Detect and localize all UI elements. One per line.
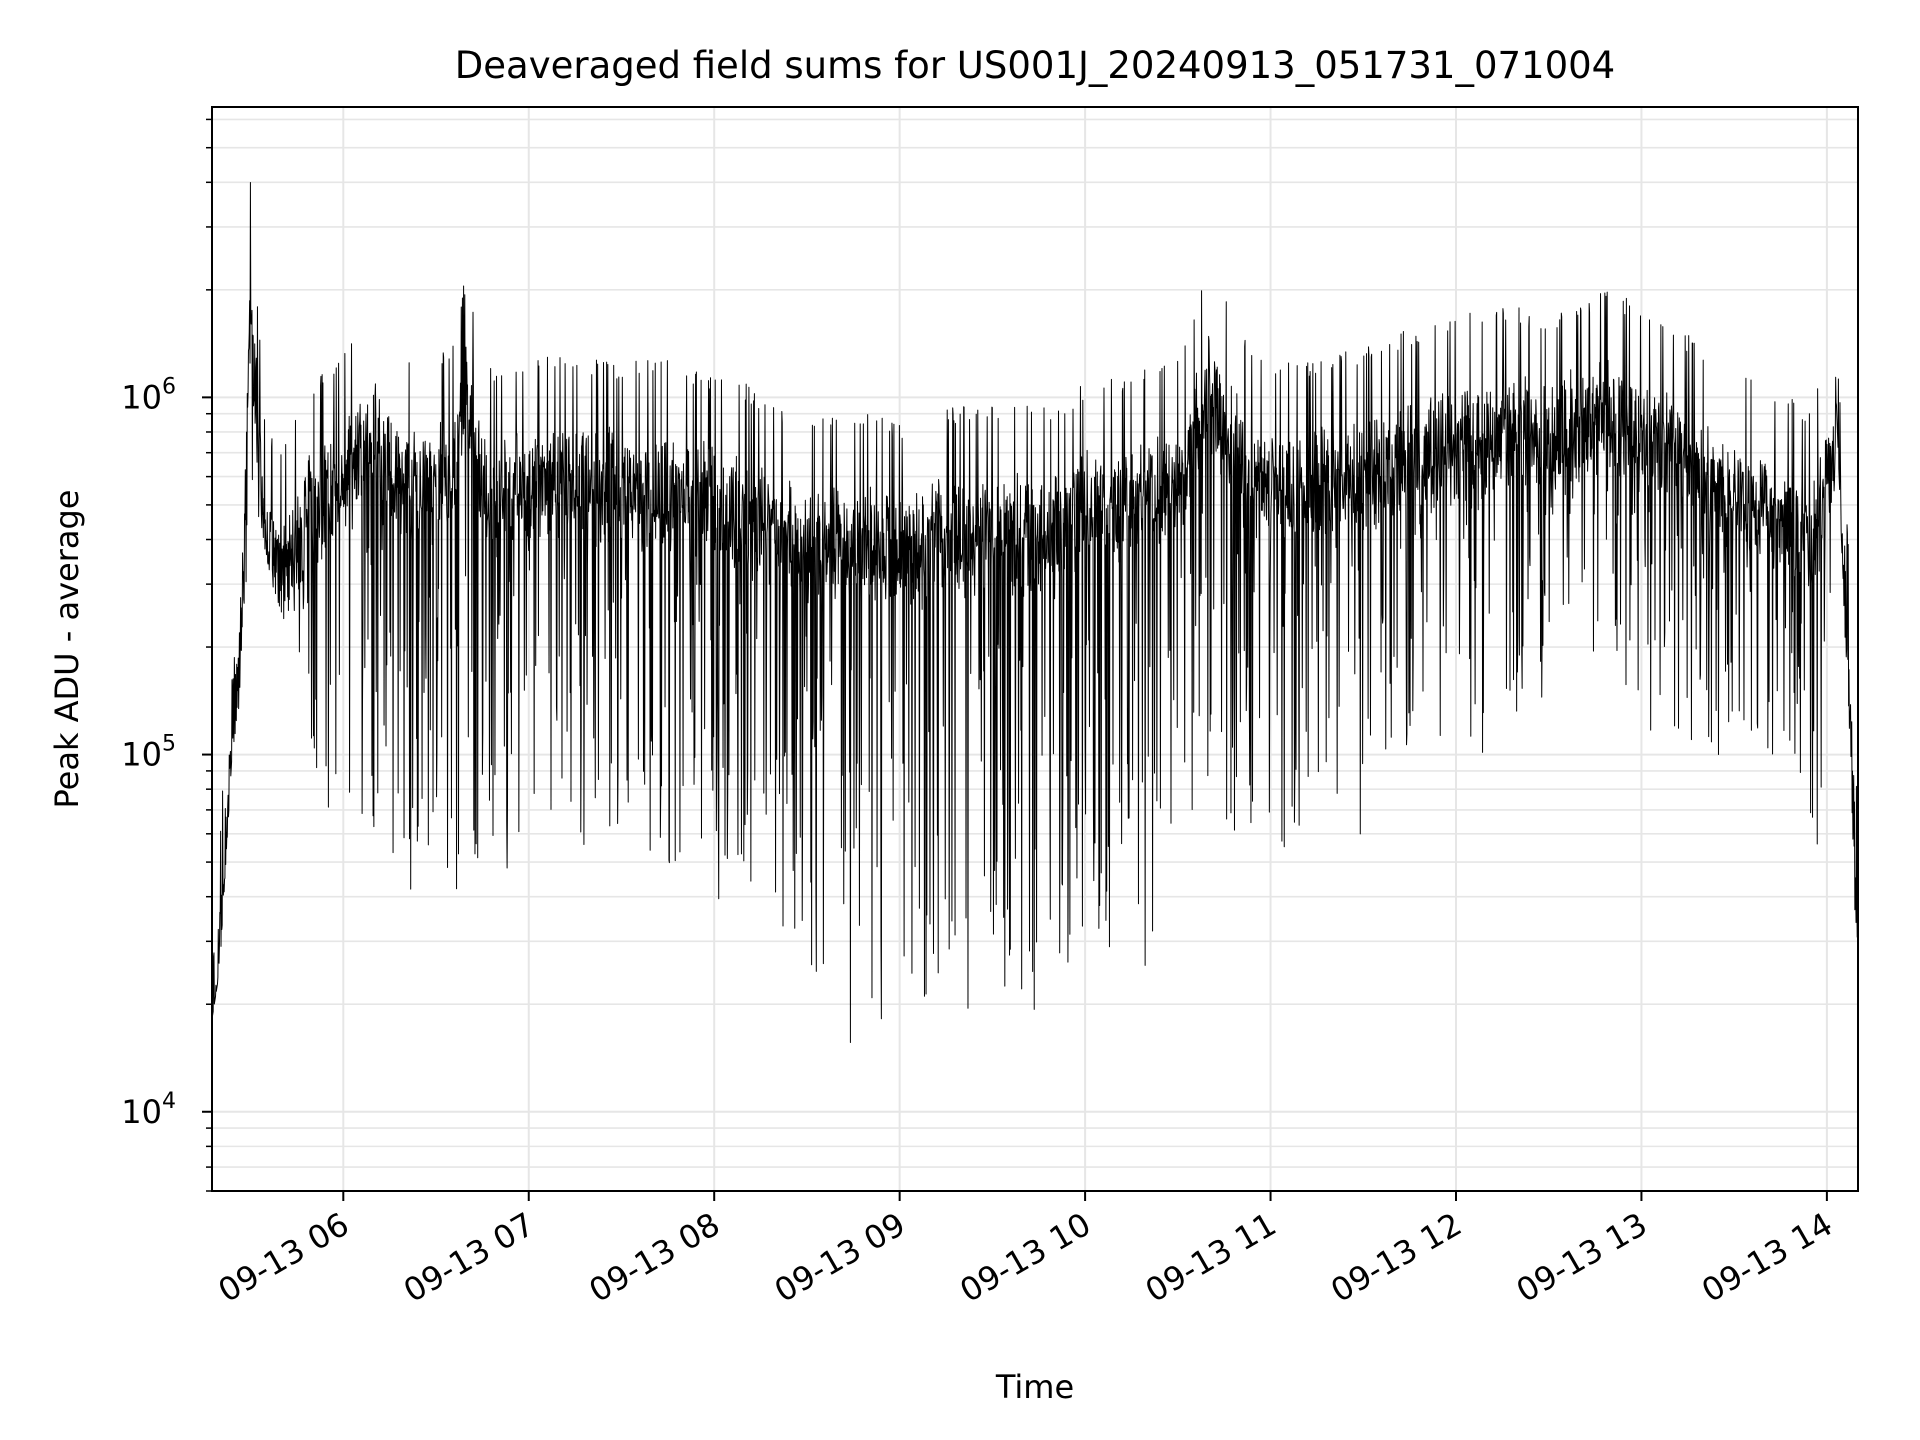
y-axis-label: Peak ADU - average [48, 490, 86, 809]
y-tick-label: 105 [121, 732, 176, 774]
series-line [211, 182, 1859, 1044]
y-axis-ticks: 104 105 106 [121, 118, 212, 1192]
chart-title: Deaveraged field sums for US001J_2024091… [455, 44, 1615, 87]
y-tick-label: 106 [121, 374, 176, 416]
plot-frame [211, 106, 1859, 1192]
x-axis-label: Time [995, 1368, 1074, 1406]
data-series [211, 182, 1859, 1044]
y-tick-label: 104 [121, 1089, 176, 1131]
